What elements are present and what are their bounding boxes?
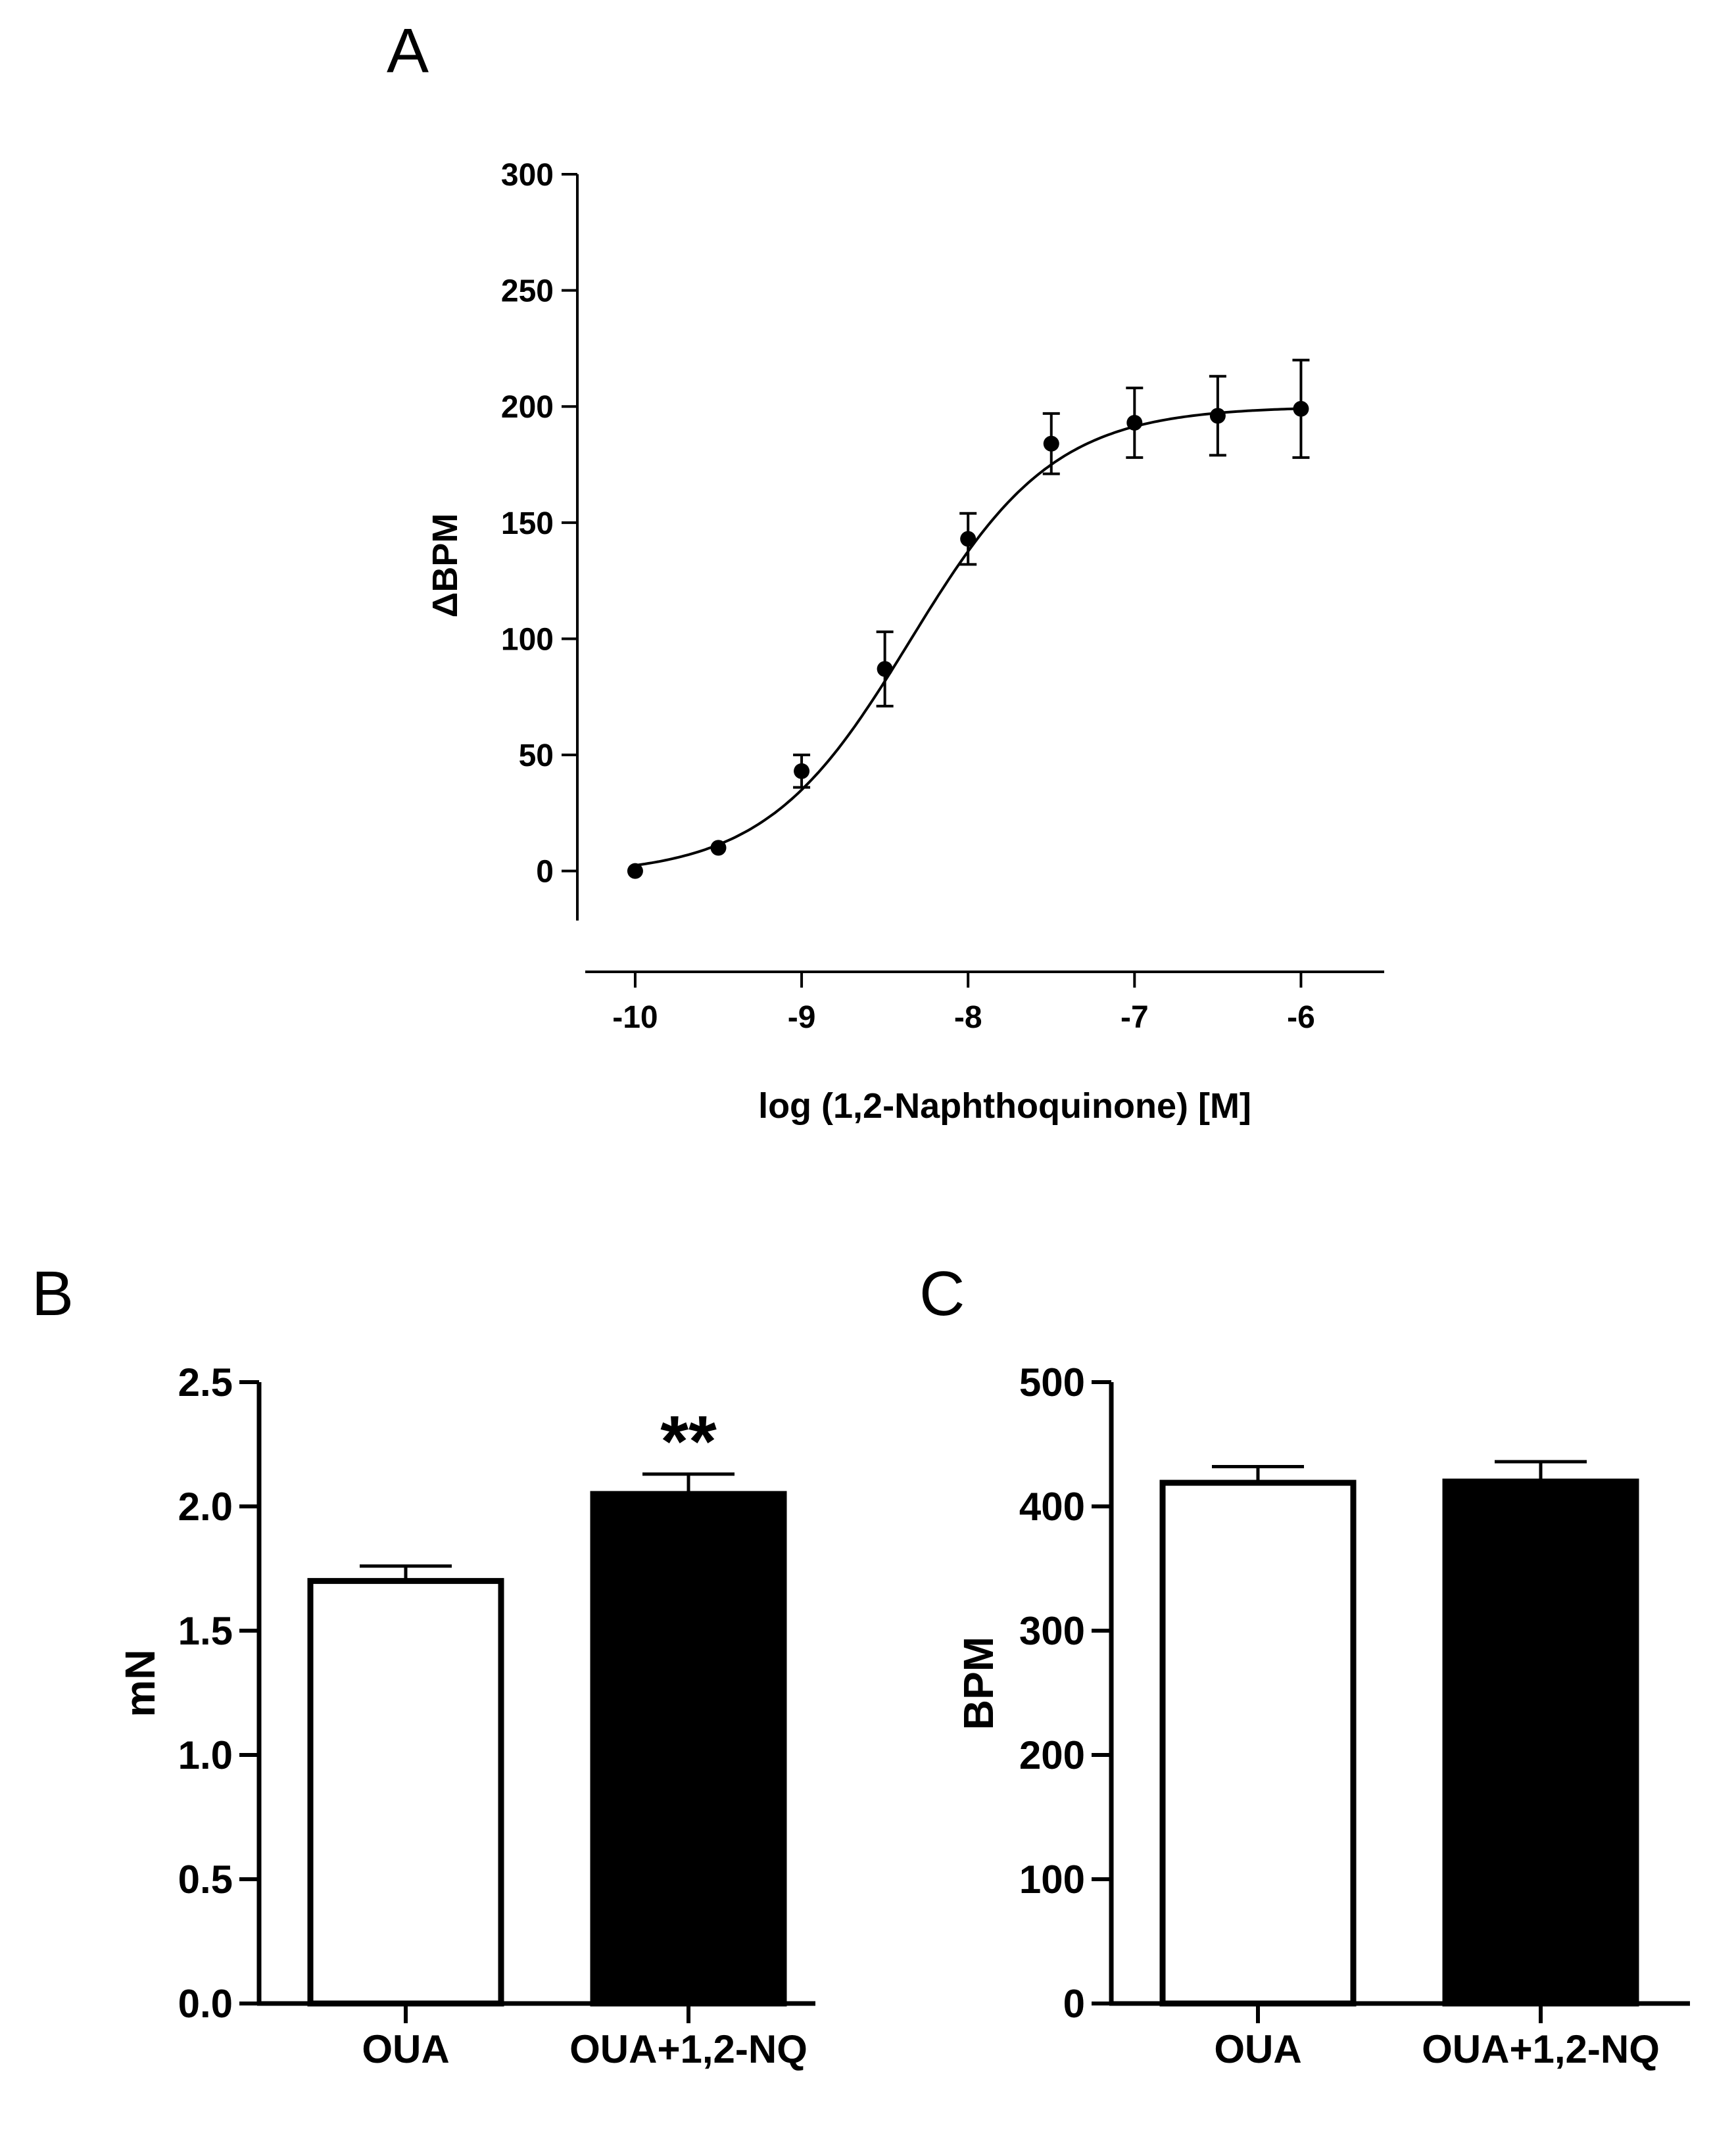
panel-b-bars [307,1472,787,2007]
panel-b-y-axis-title: mN [116,1649,164,1717]
panel-a: A 0 50 100 150 200 250 300 -10 -9 -8 -7 -6 log (1,2… [387,16,1384,1126]
panel-a-fit-curve [635,407,1301,867]
panel-b-y-tick-label: 0.5 [178,1858,233,1902]
panel-a-data-point [794,763,810,779]
panel-a-tick-labels: 0 50 100 150 200 250 300 -10 -9 -8 -7 -6 [501,158,1315,1035]
panel-c-bars [1159,1460,1639,2007]
panel-c-y-tick-label: 500 [1019,1360,1085,1404]
panel-a-x-tick-label: -6 [1287,1000,1315,1035]
panel-b-bar [307,1577,504,2007]
panel-c-bar [1442,1478,1639,2007]
panel-a-y-tick-label: 300 [501,158,554,193]
panel-b-y-tick-label: 1.5 [178,1609,233,1653]
panel-a-y-tick-label: 200 [501,390,554,425]
panel-b-y-tick-label: 1.0 [178,1733,233,1777]
panel-c-x-tick-label: OUA [1214,2027,1301,2071]
panel-c-y-tick-label: 200 [1019,1733,1085,1777]
panel-a-y-tick-label: 250 [501,274,554,309]
panel-c-bar [1159,1479,1357,2007]
panel-a-data-point [710,840,727,856]
panel-a-data-point [1209,408,1226,424]
panel-b-y-tick-label: 2.0 [178,1485,233,1529]
panel-c-tick-labels: 0 100 200 300 400 500 OUA OUA+1,2-NQ [1019,1360,1660,2071]
panel-a-data-point [960,531,976,547]
panel-a-data-point [627,863,643,879]
panel-c-label: C [919,1259,965,1329]
panel-c-y-tick-label: 0 [1063,1982,1085,2026]
panel-a-y-axis-title: ΔBPM [425,514,465,618]
panel-a-y-tick-label: 50 [519,738,554,773]
panel-a-x-tick-label: -9 [788,1000,816,1035]
panel-b-x-tick-label: OUA [362,2027,449,2071]
panel-b-label: B [32,1259,74,1329]
panel-c: C 0 100 200 300 400 500 OUA OUA+1,2-NQ BPM [919,1259,1690,2071]
panel-c-x-tick-label: OUA+1,2-NQ [1422,2027,1660,2071]
panel-b-y-tick-label: 0.0 [178,1982,233,2026]
panel-b-tick-labels: 0.0 0.5 1.0 1.5 2.0 2.5 OUA OUA+1,2-NQ [178,1360,808,2071]
panel-a-data-point [1043,435,1059,452]
panel-c-y-axis-title: BPM [955,1637,1002,1730]
panel-a-y-tick-label: 100 [501,622,554,657]
panel-a-x-tick-label: -10 [612,1000,658,1035]
panel-b-y-tick-label: 2.5 [178,1360,233,1404]
panel-c-y-tick-label: 400 [1019,1485,1085,1529]
panel-a-data-point [1293,400,1309,417]
panel-c-y-tick-label: 300 [1019,1609,1085,1653]
panel-a-data-point [1126,414,1143,431]
panel-a-x-axis-title: log (1,2-Naphthoquinone) [M] [758,1086,1251,1126]
panel-a-label: A [387,16,429,86]
panel-b-significance-annotation: ** [660,1401,717,1482]
panel-a-x-tick-label: -8 [954,1000,982,1035]
panel-a-y-tick-label: 150 [501,506,554,541]
panel-c-y-tick-label: 100 [1019,1858,1085,1902]
panel-a-data-point [877,661,893,677]
panel-b-bar [590,1491,787,2007]
panel-a-axes [562,173,1384,988]
panel-a-y-tick-label: 0 [536,855,554,890]
panel-a-x-tick-label: -7 [1121,1000,1149,1035]
panel-b-x-tick-label: OUA+1,2-NQ [569,2027,808,2071]
panel-b: B 0.0 0.5 1.0 1.5 2.0 2.5 OUA OUA+1,2-NQ mN ** [32,1259,815,2071]
panel-a-data-points [627,358,1310,879]
